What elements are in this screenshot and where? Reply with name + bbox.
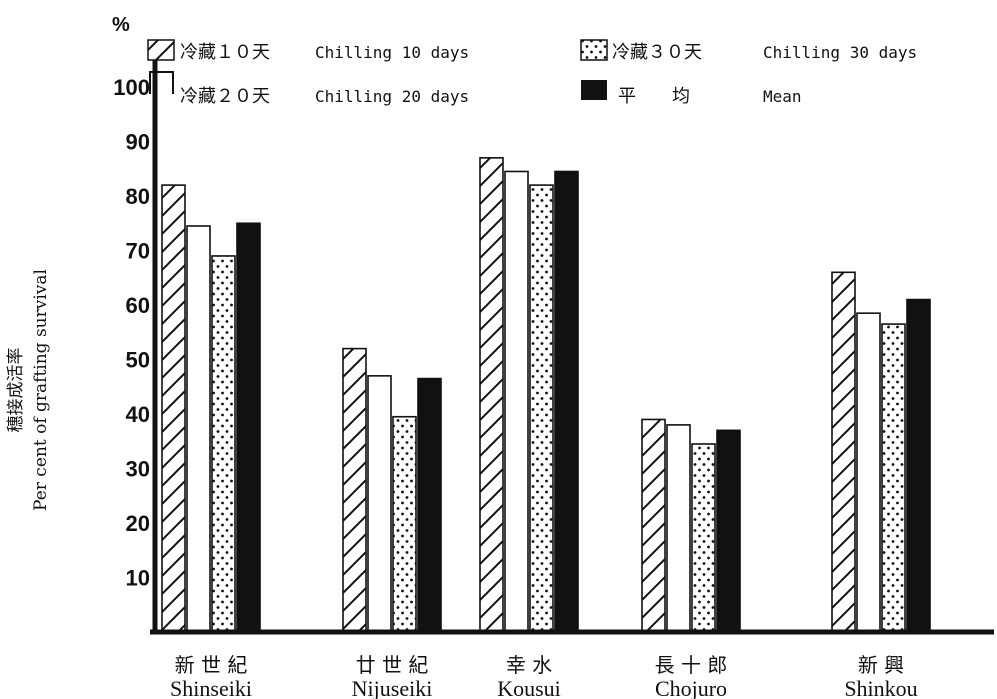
bar-solid — [554, 170, 579, 633]
category-label-en: Shinkou — [844, 676, 917, 699]
category-label-jp: 長 十 郎 — [655, 653, 728, 677]
bar-solid — [417, 377, 442, 633]
y-tick-label: 80 — [126, 184, 150, 209]
bar-dots — [881, 323, 906, 633]
y-tick-label: 50 — [126, 348, 150, 373]
y-tick-label: 60 — [126, 293, 150, 318]
legend-label-en: Mean — [763, 87, 802, 106]
bar-empty — [666, 424, 691, 633]
category-label-en: Kousui — [497, 676, 561, 699]
bar-hatch — [342, 347, 367, 633]
y-tick-label: 30 — [126, 457, 150, 482]
category-label-jp: 廿 世 紀 — [356, 653, 429, 677]
y-axis-title: 穗接成活率 Per cent of grafting survival — [6, 269, 51, 511]
bar-solid — [906, 298, 931, 633]
category-label-en: Nijuseiki — [352, 676, 433, 699]
bar-empty — [186, 225, 211, 633]
legend-label-jp: 平 均 — [618, 86, 690, 107]
category-label-jp: 新 世 紀 — [175, 653, 248, 677]
y-unit: % — [112, 14, 130, 36]
bar-dots — [392, 415, 417, 633]
bar-group — [342, 347, 442, 633]
bar-hatch — [479, 157, 504, 633]
legend-label-en: Chilling 20 days — [315, 87, 469, 106]
y-axis-title-en: Per cent of grafting survival — [31, 269, 51, 511]
category-label-jp: 新 興 — [858, 653, 904, 677]
bar-group — [161, 184, 261, 633]
y-tick-label: 40 — [126, 402, 150, 427]
bar-hatch — [641, 418, 666, 633]
bar-empty — [856, 312, 881, 633]
y-tick-label: 100 — [113, 75, 150, 100]
category-label-jp: 幸 水 — [506, 653, 552, 677]
legend-swatch-hatch — [147, 39, 175, 61]
legend-label-en: Chilling 30 days — [763, 43, 917, 62]
y-tick-label: 10 — [126, 566, 150, 591]
category-label-en: Chojuro — [655, 676, 727, 699]
bar-solid — [236, 222, 261, 633]
y-tick-label: 70 — [126, 239, 150, 264]
category-label-en: Shinseiki — [170, 676, 252, 699]
bar-hatch — [161, 184, 186, 633]
bar-dots — [691, 443, 716, 633]
legend-item-chilling-10: 冷藏１０天 Chilling 10 days — [147, 39, 469, 63]
bar-group — [479, 157, 579, 633]
bar-dots — [529, 184, 554, 633]
y-tick-label: 20 — [126, 511, 150, 536]
legend-label-jp: 冷藏１０天 — [180, 42, 270, 63]
y-tick-label: 90 — [126, 130, 150, 155]
legend-label-en: Chilling 10 days — [315, 43, 469, 62]
bar-dots — [211, 255, 236, 633]
y-tick-labels: 10 20 30 40 50 60 70 80 90 100 — [113, 75, 150, 591]
bar-empty — [504, 170, 529, 633]
legend-label-jp: 冷藏３０天 — [612, 42, 702, 63]
legend-item-chilling-20: 冷藏２０天 Chilling 20 days — [149, 71, 469, 107]
legend-swatch-solid — [581, 80, 607, 100]
legend-label-jp: 冷藏２０天 — [180, 86, 270, 107]
bar-empty — [367, 375, 392, 633]
legend-swatch-dots — [580, 39, 608, 61]
legend-item-mean: 平 均 Mean — [581, 80, 802, 107]
bar-group — [641, 418, 741, 633]
y-axis-title-jp: 穗接成活率 — [6, 348, 26, 433]
bar-solid — [716, 429, 741, 633]
legend: 冷藏１０天 Chilling 10 days 冷藏２０天 Chilling 20… — [147, 39, 917, 107]
bars — [161, 157, 931, 633]
bar-group — [831, 271, 931, 633]
legend-swatch-empty — [149, 71, 174, 94]
bar-hatch — [831, 271, 856, 633]
legend-item-chilling-30: 冷藏３０天 Chilling 30 days — [580, 39, 917, 63]
